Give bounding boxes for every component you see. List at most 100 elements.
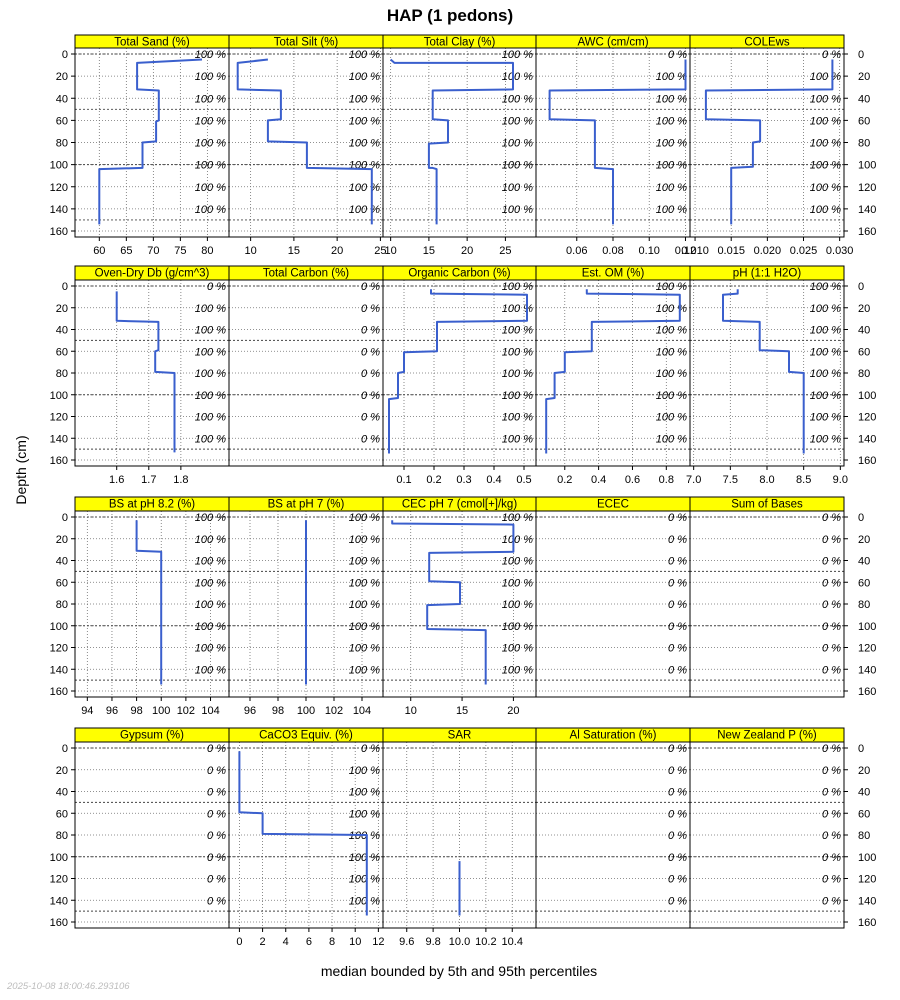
percent-label: 100 % — [810, 303, 841, 315]
percent-label: 100 % — [195, 138, 226, 150]
y-tick-label: 140 — [858, 664, 876, 676]
percent-label: 100 % — [349, 534, 380, 546]
x-tick-label: 0.4 — [486, 474, 501, 486]
panel-title: Oven-Dry Db (g/cm^3) — [95, 268, 210, 280]
percent-label: 100 % — [502, 643, 533, 655]
percent-label: 100 % — [810, 71, 841, 83]
percent-label: 100 % — [502, 368, 533, 380]
x-tick-label: 9.6 — [399, 936, 414, 948]
panel-frame — [689, 510, 845, 698]
percent-label: 0 % — [668, 830, 687, 842]
x-tick-label: 0.1 — [396, 474, 411, 486]
y-tick-label: 100 — [50, 621, 68, 633]
percent-label: 0 % — [668, 852, 687, 864]
panel: CaCO3 Equiv. (%) 0 % 100 % 100 % 100 % 100 % 1… — [228, 727, 384, 948]
percent-label: 0 % — [822, 852, 841, 864]
percent-label: 0 % — [822, 512, 841, 524]
percent-label: 0 % — [822, 534, 841, 546]
y-tick-label: 140 — [858, 895, 876, 907]
x-tick-label: 25 — [374, 245, 386, 257]
y-tick-label: 80 — [858, 830, 870, 842]
x-tick-label: 10 — [245, 245, 257, 257]
panel-frame — [535, 741, 691, 929]
percent-label: 0 % — [668, 787, 687, 799]
percent-label: 100 % — [656, 93, 687, 105]
percent-label: 0 % — [207, 281, 226, 293]
y-tick-label: 20 — [858, 71, 870, 83]
x-tick-label: 102 — [325, 705, 343, 717]
panel: Total Carbon (%) 0 % 0 % 0 % 0 % 0 % 0 % 0 % 0 % — [228, 265, 384, 467]
profile-line — [391, 520, 515, 685]
percent-label: 100 % — [502, 325, 533, 337]
percent-label: 100 % — [195, 390, 226, 402]
x-tick-label: 0.015 — [717, 245, 745, 257]
x-tick-label: 8 — [329, 936, 335, 948]
y-tick-label: 140 — [50, 664, 68, 676]
percent-label: 100 % — [349, 664, 380, 676]
percent-label: 100 % — [502, 577, 533, 589]
panel: CEC pH 7 (cmol[+]/kg)100 %100 %100 %100 … — [382, 496, 537, 717]
panel: New Zealand P (%) 0 % 0 % 0 % 0 % 0 % 0 % 0 % 0 … — [689, 727, 876, 929]
percent-label: 100 % — [810, 93, 841, 105]
y-tick-label: 140 — [858, 433, 876, 445]
y-tick-label: 100 — [50, 390, 68, 402]
percent-label: 100 % — [810, 281, 841, 293]
panel-frame — [535, 510, 691, 698]
percent-label: 100 % — [349, 204, 380, 216]
panel-title: Total Silt (%) — [274, 37, 339, 49]
x-tick-label: 104 — [353, 705, 371, 717]
x-tick-label: 1.7 — [141, 474, 156, 486]
x-tick-label: 12 — [372, 936, 384, 948]
profile-line — [388, 289, 528, 454]
percent-label: 100 % — [656, 204, 687, 216]
percent-label: 100 % — [349, 93, 380, 105]
panel-grid: Total Sand (%)100 %100 %100 %100 %100 %1… — [50, 34, 876, 948]
x-tick-label: 0.6 — [625, 474, 640, 486]
percent-label: 100 % — [502, 412, 533, 424]
x-tick-label: 1.8 — [173, 474, 188, 486]
percent-label: 0 % — [207, 743, 226, 755]
x-tick-label: 0.06 — [566, 245, 587, 257]
percent-label: 0 % — [668, 643, 687, 655]
percent-label: 100 % — [349, 787, 380, 799]
y-tick-label: 100 — [50, 160, 68, 172]
percent-label: 100 % — [349, 874, 380, 886]
percent-label: 0 % — [668, 621, 687, 633]
x-tick-label: 0.020 — [754, 245, 782, 257]
panel-title: Est. OM (%) — [582, 268, 645, 280]
panel-title: COLEws — [744, 37, 790, 49]
percent-label: 100 % — [502, 534, 533, 546]
percent-label: 0 % — [361, 303, 380, 315]
x-tick-label: 0.030 — [826, 245, 854, 257]
profile-line — [545, 289, 681, 454]
percent-label: 100 % — [195, 599, 226, 611]
percent-label: 100 % — [349, 556, 380, 568]
y-tick-label: 20 — [56, 303, 68, 315]
panel-title: CaCO3 Equiv. (%) — [259, 730, 353, 742]
y-tick-label: 100 — [858, 852, 876, 864]
y-tick-label: 160 — [858, 455, 876, 467]
percent-label: 0 % — [668, 743, 687, 755]
profile-line — [98, 58, 203, 225]
percent-label: 100 % — [502, 556, 533, 568]
panel: Oven-Dry Db (g/cm^3)0 % 100 % 100 % 100 % 10… — [50, 265, 230, 486]
y-tick-label: 80 — [56, 599, 68, 611]
y-tick-label: 80 — [858, 368, 870, 380]
percent-label: 100 % — [349, 599, 380, 611]
percent-label: 100 % — [349, 512, 380, 524]
x-tick-label: 0.4 — [591, 474, 606, 486]
y-tick-label: 40 — [56, 787, 68, 799]
x-tick-label: 60 — [93, 245, 105, 257]
percent-label: 0 % — [668, 512, 687, 524]
y-tick-label: 40 — [858, 787, 870, 799]
percent-label: 100 % — [656, 138, 687, 150]
x-tick-label: 75 — [174, 245, 186, 257]
percent-label: 100 % — [656, 71, 687, 83]
y-tick-label: 60 — [858, 577, 870, 589]
percent-label: 0 % — [668, 765, 687, 777]
x-tick-label: 98 — [130, 705, 142, 717]
y-tick-label: 140 — [50, 204, 68, 216]
x-tick-label: 100 — [152, 705, 170, 717]
percent-label: 100 % — [195, 346, 226, 358]
